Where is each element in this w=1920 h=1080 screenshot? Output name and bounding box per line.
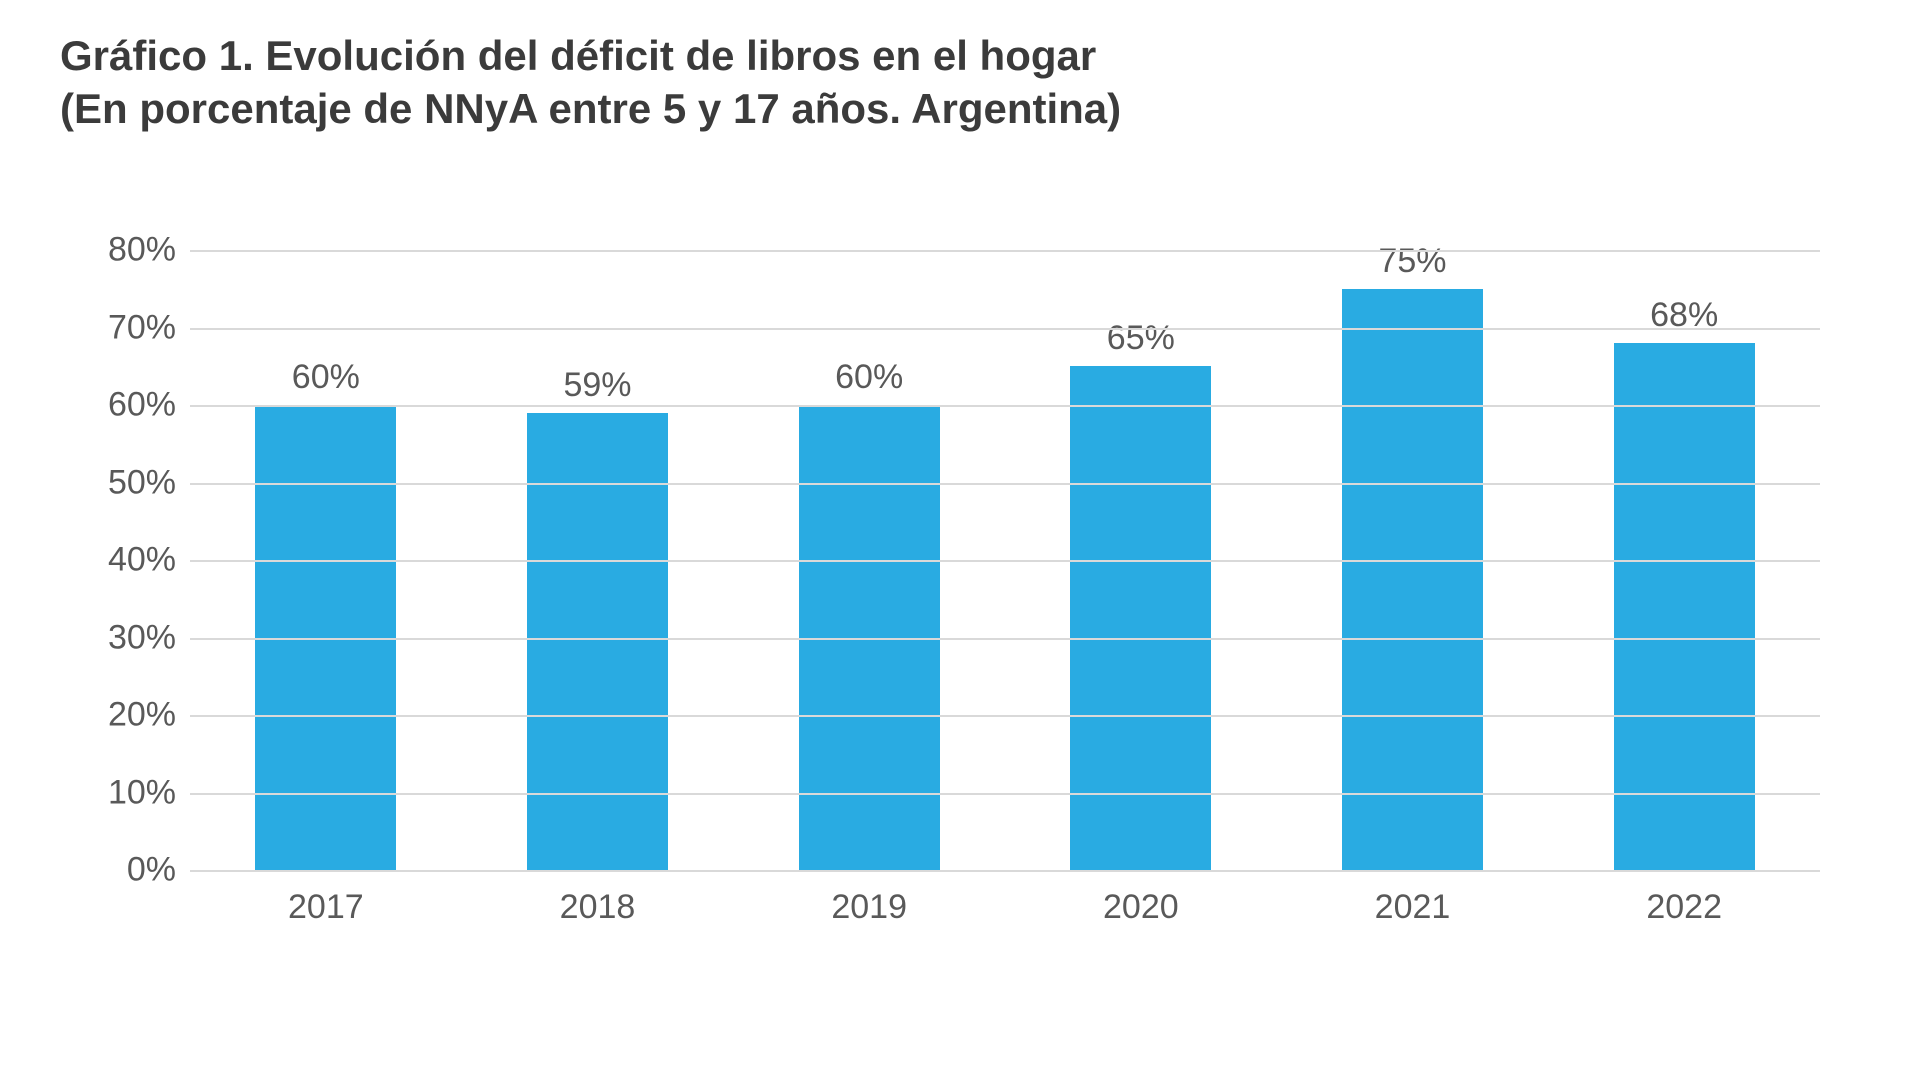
bar-chart: 60% 59% 60% 65% 75% 68% 0% 10% 20% 30% 40% 50% 60% 7… <box>60 195 1860 960</box>
y-tick-label: 30% <box>108 618 190 657</box>
plot-area: 60%59%60%65%75%68% 0%10%20%30%40%50%60%7… <box>190 250 1820 870</box>
bar-value-label: 60% <box>292 358 360 405</box>
y-tick-label: 80% <box>108 231 190 270</box>
bar-value-label: 65% <box>1107 319 1175 366</box>
x-tick-label: 2019 <box>831 870 907 927</box>
gridline <box>190 870 1820 872</box>
x-tick-label: 2017 <box>288 870 364 927</box>
bar-value-label: 60% <box>835 358 903 405</box>
y-tick-label: 20% <box>108 696 190 735</box>
x-tick-label: 2020 <box>1103 870 1179 927</box>
gridline <box>190 560 1820 562</box>
chart-title-line1: Gráfico 1. Evolución del déficit de libr… <box>60 30 1860 83</box>
y-tick-label: 60% <box>108 386 190 425</box>
gridline <box>190 715 1820 717</box>
gridline <box>190 793 1820 795</box>
x-tick-label: 2022 <box>1646 870 1722 927</box>
gridline <box>190 328 1820 330</box>
chart-title-line2: (En porcentaje de NNyA entre 5 y 17 años… <box>60 83 1860 136</box>
y-tick-label: 0% <box>127 851 190 890</box>
bar: 68% <box>1614 343 1755 870</box>
y-tick-label: 40% <box>108 541 190 580</box>
y-tick-label: 50% <box>108 463 190 502</box>
chart-title: Gráfico 1. Evolución del déficit de libr… <box>60 30 1860 135</box>
gridline <box>190 483 1820 485</box>
gridline <box>190 638 1820 640</box>
gridline <box>190 405 1820 407</box>
x-tick-label: 2018 <box>560 870 636 927</box>
bar-value-label: 68% <box>1650 296 1718 343</box>
bar: 75% <box>1342 289 1483 870</box>
bar-value-label: 75% <box>1378 242 1446 289</box>
y-tick-label: 70% <box>108 308 190 347</box>
x-tick-label: 2021 <box>1375 870 1451 927</box>
bar: 59% <box>527 413 668 870</box>
gridline <box>190 250 1820 252</box>
y-tick-label: 10% <box>108 773 190 812</box>
